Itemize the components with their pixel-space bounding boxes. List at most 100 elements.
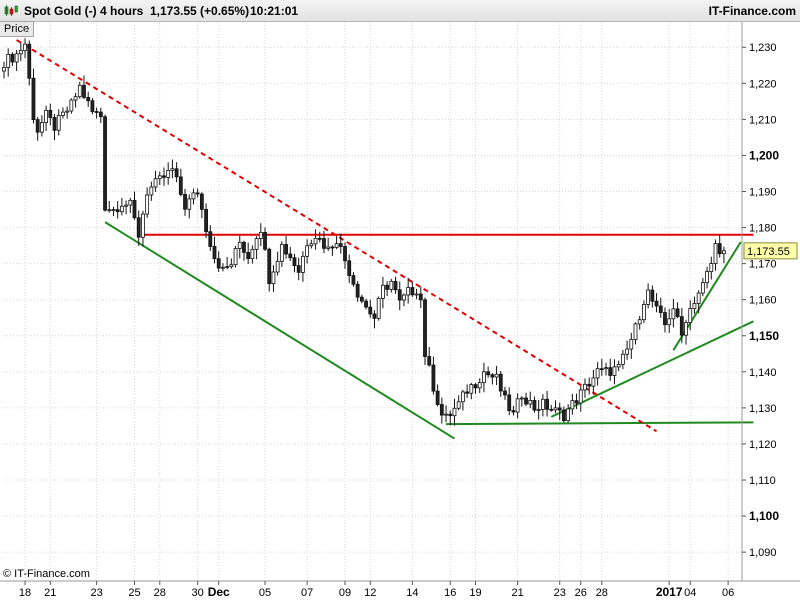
candle [39, 115, 44, 137]
candle [448, 410, 453, 426]
y-tick-label: 1,140 [749, 367, 777, 379]
x-tick-label: 30 [192, 587, 204, 599]
candle [355, 281, 360, 302]
candle [246, 242, 251, 264]
candle [27, 40, 32, 86]
candle-body [305, 245, 310, 257]
candle-body [599, 368, 604, 371]
candle-body [77, 84, 82, 98]
candle-body [717, 243, 722, 255]
candle-body [90, 100, 95, 112]
candle-body [94, 111, 99, 113]
descending-trendline[interactable] [16, 39, 658, 433]
candle [423, 297, 427, 366]
candle-body [279, 244, 284, 262]
candle [452, 398, 457, 426]
candle [35, 117, 40, 141]
candle-body [149, 186, 154, 196]
candle [402, 293, 406, 307]
candle-body [460, 391, 465, 403]
candle [688, 300, 693, 331]
candle [334, 235, 339, 250]
chart-header: Spot Gold (-) 4 hours 1,173.55 (+0.65%) … [0, 0, 800, 22]
candle [65, 106, 70, 119]
candle-body [27, 43, 32, 79]
candle-body [31, 77, 36, 121]
candle [650, 285, 655, 308]
rising-trendline[interactable] [550, 320, 754, 418]
copyright-text: © IT-Finance.com [3, 568, 90, 580]
candle [98, 107, 103, 124]
candle-body [448, 413, 453, 417]
candle-body [145, 194, 150, 215]
candle [107, 200, 112, 213]
x-tick-label: 18 [19, 587, 31, 599]
candle [722, 246, 726, 264]
candle [620, 350, 625, 370]
candle-body [595, 368, 600, 379]
candle-body [389, 280, 394, 290]
candle-body [98, 111, 103, 118]
candle-body [646, 289, 651, 305]
candle-body [410, 287, 415, 296]
candle-body [700, 282, 705, 294]
candle-body [578, 389, 583, 404]
support-line[interactable] [446, 421, 754, 426]
lower-channel-line[interactable] [104, 221, 455, 440]
candle-body [562, 409, 566, 422]
candle [145, 187, 150, 218]
candle [671, 298, 676, 328]
candle [359, 294, 364, 304]
candle-body [477, 382, 482, 389]
candle-body [6, 54, 11, 68]
candle-body [439, 404, 444, 416]
candle [69, 98, 74, 114]
candle-body [688, 308, 693, 324]
candle [595, 362, 600, 386]
candle-body [418, 293, 423, 301]
last-price-label: 1,173.55 [747, 246, 790, 258]
candle-body [343, 246, 347, 262]
candle-body [679, 316, 684, 336]
candle-body [503, 390, 507, 396]
candle [562, 406, 566, 423]
y-tick-label: 1,230 [749, 42, 777, 54]
candle [511, 405, 516, 416]
candle-body [498, 373, 503, 392]
candle-body [667, 318, 672, 326]
x-tick-label: 23 [90, 587, 102, 599]
candle-body [225, 266, 230, 269]
y-tick-label: 1,150 [749, 329, 779, 343]
candle [258, 223, 263, 246]
brand-name: IT-Finance.com [708, 4, 796, 18]
x-tick-label: 16 [444, 587, 456, 599]
candle [380, 276, 385, 309]
candle [696, 290, 701, 314]
candle-body [44, 109, 48, 123]
candle-body [515, 398, 520, 413]
candle [717, 235, 722, 258]
candle [540, 394, 545, 417]
candle-body [633, 323, 638, 340]
candle [570, 393, 575, 415]
candle [679, 307, 684, 344]
candle [6, 48, 11, 77]
candle-body [18, 50, 23, 55]
candle [77, 81, 82, 99]
candle [557, 402, 562, 421]
x-tick-label: 07 [301, 587, 313, 599]
candle [637, 315, 642, 330]
candle-body [705, 271, 709, 284]
candle-body [254, 238, 259, 250]
candle [263, 227, 267, 252]
candle [229, 258, 234, 269]
candle-body [334, 243, 339, 248]
candle-body [322, 238, 326, 249]
candle [376, 296, 381, 321]
candle [684, 319, 688, 345]
candle-body [199, 193, 204, 210]
candle-body [326, 246, 331, 249]
candle [204, 203, 208, 239]
candle-body [242, 241, 246, 253]
